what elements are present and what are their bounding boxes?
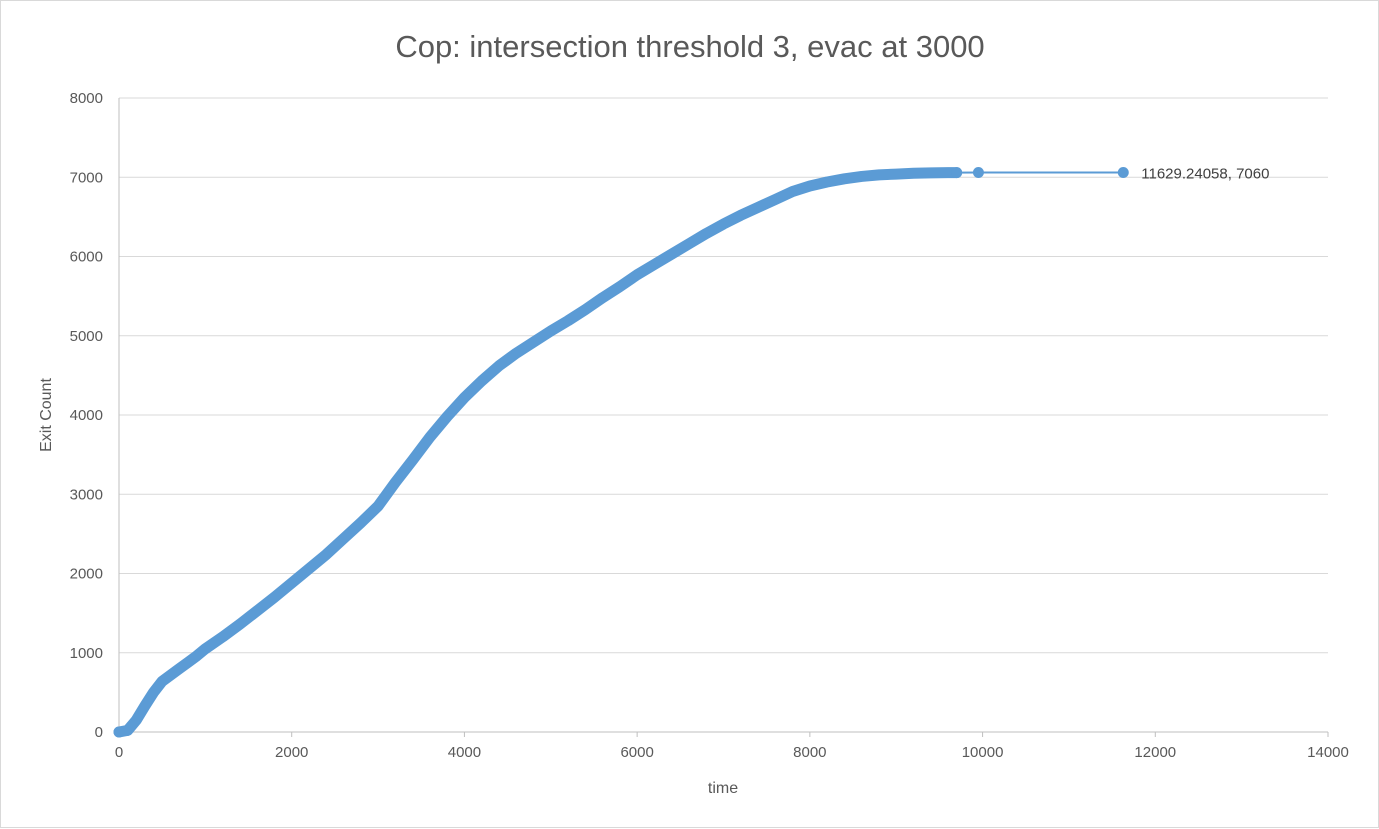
data-label: 11629.24058, 7060 — [1141, 165, 1269, 182]
data-series — [114, 167, 1129, 738]
y-tick-label: 1000 — [70, 645, 103, 662]
y-tick-label: 5000 — [70, 328, 103, 345]
data-point — [951, 167, 962, 178]
y-tick-label: 8000 — [70, 90, 103, 107]
y-axis-label: Exit Count — [38, 378, 55, 452]
data-labels: 11629.24058, 7060 — [1141, 165, 1269, 182]
y-tick-label: 2000 — [70, 566, 103, 583]
y-tick-label: 4000 — [70, 407, 103, 424]
chart-title: Cop: intersection threshold 3, evac at 3… — [395, 29, 984, 64]
y-tick-label: 7000 — [70, 169, 103, 186]
x-tick-label: 12000 — [1134, 744, 1176, 761]
data-point — [1118, 167, 1129, 178]
x-tick-label: 8000 — [793, 744, 826, 761]
x-tick-label: 2000 — [275, 744, 308, 761]
axes — [119, 98, 1328, 737]
data-point — [973, 167, 984, 178]
y-tick-label: 6000 — [70, 249, 103, 266]
x-tick-label: 14000 — [1307, 744, 1349, 761]
x-axis-label: time — [708, 780, 738, 797]
y-tick-label: 0 — [95, 724, 103, 741]
y-tick-label: 3000 — [70, 486, 103, 503]
data-point — [114, 727, 125, 738]
x-tick-label: 0 — [115, 744, 123, 761]
x-tick-label: 4000 — [448, 744, 481, 761]
tick-labels: 0 2000 4000 6000 8000 10000 12000 14000 0 1000 200… — [70, 90, 1349, 761]
x-tick-label: 6000 — [620, 744, 653, 761]
x-tick-label: 10000 — [962, 744, 1004, 761]
